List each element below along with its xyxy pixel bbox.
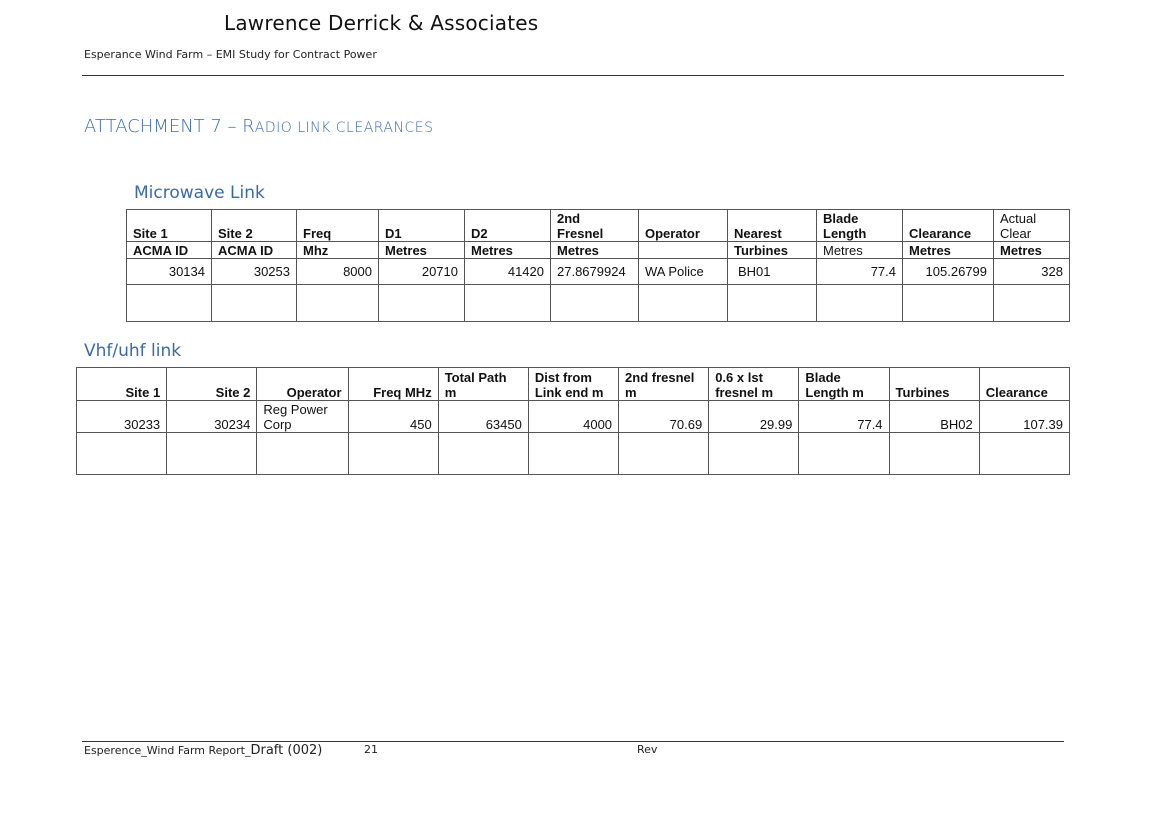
mw-d-freq: 8000 [296, 258, 379, 285]
vhf-d-fresnel: 70.69 [618, 400, 710, 433]
attachment-heading-prefix: ATTACHMENT 7 – R [84, 116, 255, 137]
mw-h-blade: Blade Length [816, 209, 903, 242]
mw-u-blade: Metres [816, 241, 903, 259]
mw-h-site1: Site 1 [126, 209, 212, 242]
mw-d-site1: 30134 [126, 258, 212, 285]
mw-u-fresnel: Metres [550, 241, 639, 259]
vhf-link-title: Vhf/uhf link [84, 341, 182, 361]
footer-page-number: 21 [364, 743, 378, 756]
mw-h-nearest: Nearest [727, 209, 817, 242]
vhf-h-site2: Site 2 [166, 367, 258, 401]
vhf-h-clearance: Clearance [978, 367, 1071, 401]
mw-d-nearest: BH01 [727, 258, 817, 285]
vhf-h-dist: Dist from Link end m [527, 367, 620, 401]
mw-d-actual: 328 [993, 258, 1070, 285]
vhf-header-row: Site 1 Site 2 Operator Freq MHz Total Pa… [75, 367, 1071, 401]
vhf-h-total-path: Total Path m [437, 367, 529, 401]
footer-rev: Rev [637, 743, 658, 756]
mw-u-site2: ACMA ID [211, 241, 297, 259]
vhf-h-site1: Site 1 [75, 367, 168, 401]
vhf-d-site2: 30234 [166, 400, 258, 433]
mw-d-fresnel: 27.8679924 [550, 258, 639, 285]
header-divider [82, 75, 1064, 76]
attachment-heading: ATTACHMENT 7 – RADIO LINK CLEARANCES [84, 116, 434, 137]
vhf-h-turbines: Turbines [888, 367, 980, 401]
mw-u-freq: Mhz [296, 241, 379, 259]
vhf-d-operator: Reg Power Corp [256, 400, 349, 433]
mw-d-clearance: 105.26799 [902, 258, 994, 285]
microwave-units-row: ACMA ID ACMA ID Mhz Metres Metres Metres… [126, 241, 1070, 259]
mw-u-actual: Metres [993, 241, 1070, 259]
mw-h-d2: D2 [464, 209, 551, 242]
vhf-d-turbines: BH02 [888, 400, 980, 433]
vhf-data-row: 30233 30234 Reg Power Corp 450 63450 4000… [75, 400, 1071, 433]
mw-u-operator [638, 241, 728, 259]
mw-h-site2: Site 2 [211, 209, 297, 242]
vhf-d-blade: 77.4 [798, 400, 890, 433]
vhf-empty-row [75, 432, 1071, 475]
mw-u-d2: Metres [464, 241, 551, 259]
mw-u-nearest: Turbines [727, 241, 817, 259]
mw-u-clearance: Metres [902, 241, 994, 259]
mw-h-d1: D1 [378, 209, 465, 242]
microwave-data-row: 30134 30253 8000 20710 41420 27.8679924 … [126, 258, 1070, 285]
mw-d-site2: 30253 [211, 258, 297, 285]
vhf-d-freq: 450 [347, 400, 439, 433]
microwave-link-table: Site 1 Site 2 Freq D1 D2 2nd Fresnel Oper… [126, 209, 1070, 322]
vhf-d-site1: 30233 [75, 400, 168, 433]
mw-h-operator: Operator [638, 209, 728, 242]
vhf-d-dist: 4000 [527, 400, 620, 433]
mw-h-clearance: Clearance [902, 209, 994, 242]
mw-h-freq: Freq [296, 209, 379, 242]
mw-h-fresnel: 2nd Fresnel [550, 209, 639, 242]
mw-u-d1: Metres [378, 241, 465, 259]
mw-d-operator: WA Police [638, 258, 728, 285]
footer-filename: Esperence_Wind Farm Report_Draft (002) [84, 743, 323, 758]
vhf-d-clearance: 107.39 [978, 400, 1071, 433]
vhf-h-freq: Freq MHz [347, 367, 439, 401]
vhf-link-table: Site 1 Site 2 Operator Freq MHz Total Pa… [75, 367, 1071, 475]
company-name: Lawrence Derrick & Associates [224, 11, 539, 35]
microwave-empty-row [126, 284, 1070, 322]
vhf-d-lst-fresnel: 29.99 [708, 400, 800, 433]
document-subtitle: Esperance Wind Farm – EMI Study for Cont… [84, 48, 377, 61]
mw-d-d1: 20710 [378, 258, 465, 285]
vhf-h-fresnel: 2nd fresnel m [618, 367, 710, 401]
microwave-link-title: Microwave Link [134, 183, 265, 203]
footer-divider [82, 741, 1064, 742]
attachment-heading-rest: ADIO LINK CLEARANCES [254, 120, 434, 136]
footer-draft: Draft (002) [250, 743, 323, 758]
vhf-d-total-path: 63450 [437, 400, 529, 433]
mw-h-actual-clear: Actual Clear [993, 209, 1070, 242]
vhf-h-lst-fresnel: 0.6 x lst fresnel m [708, 367, 800, 401]
vhf-h-operator: Operator [256, 367, 349, 401]
vhf-h-blade: Blade Length m [798, 367, 890, 401]
mw-u-site1: ACMA ID [126, 241, 212, 259]
microwave-header-row: Site 1 Site 2 Freq D1 D2 2nd Fresnel Oper… [126, 209, 1070, 242]
mw-d-blade: 77.4 [816, 258, 903, 285]
mw-d-d2: 41420 [464, 258, 551, 285]
